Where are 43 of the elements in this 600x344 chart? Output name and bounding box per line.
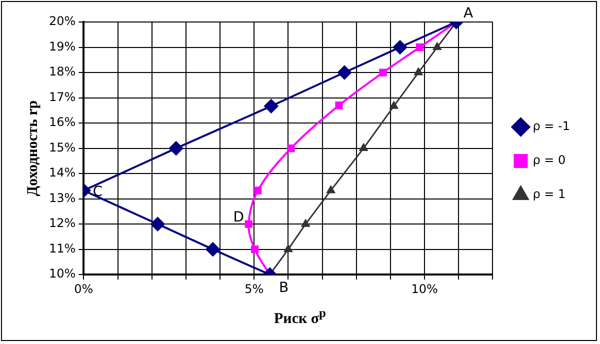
y-tick-label: 19% — [49, 39, 76, 54]
y-tick-label: 11% — [49, 241, 76, 256]
legend-label: ρ = 1 — [532, 187, 566, 202]
point — [284, 244, 292, 252]
point — [326, 186, 336, 194]
y-tick-label: 17% — [49, 90, 76, 104]
point — [206, 242, 220, 256]
point — [379, 68, 387, 76]
annotation: B — [278, 280, 289, 296]
point — [244, 220, 252, 228]
point — [337, 66, 352, 80]
y-tick-label: 13% — [49, 190, 76, 205]
point — [359, 144, 368, 152]
y-tick-label: 14% — [49, 166, 76, 180]
legend-label: ρ = -1 — [532, 119, 570, 134]
point — [301, 219, 310, 227]
x-axis-title: Риск σ$^{p}$ — [273, 306, 327, 328]
point — [335, 102, 343, 110]
y-tick-label: 20% — [49, 14, 76, 28]
y-tick-label: 16% — [49, 115, 76, 130]
point — [393, 40, 408, 54]
point — [264, 99, 278, 114]
y-tick-label: 18% — [49, 64, 76, 79]
legend-label: ρ = 0 — [532, 153, 566, 168]
point — [169, 141, 184, 156]
y-tick-label: 12% — [49, 216, 76, 230]
x-tick-label: 0% — [74, 282, 94, 296]
point — [250, 246, 259, 254]
x-tick-label: 5% — [244, 282, 264, 296]
point — [287, 144, 295, 152]
point — [414, 68, 423, 76]
y-tick-label: 10% — [49, 266, 76, 281]
annotation: C — [92, 184, 103, 200]
point — [416, 43, 424, 52]
y-axis-title: Доходность rp — [24, 100, 41, 196]
point — [150, 217, 165, 232]
point — [254, 186, 262, 194]
point — [390, 101, 398, 109]
point — [432, 42, 442, 50]
annotation: A — [463, 6, 474, 22]
annotation: D — [233, 210, 244, 226]
x-tick-label: 10% — [411, 282, 438, 296]
y-tick-label: 15% — [49, 140, 76, 154]
